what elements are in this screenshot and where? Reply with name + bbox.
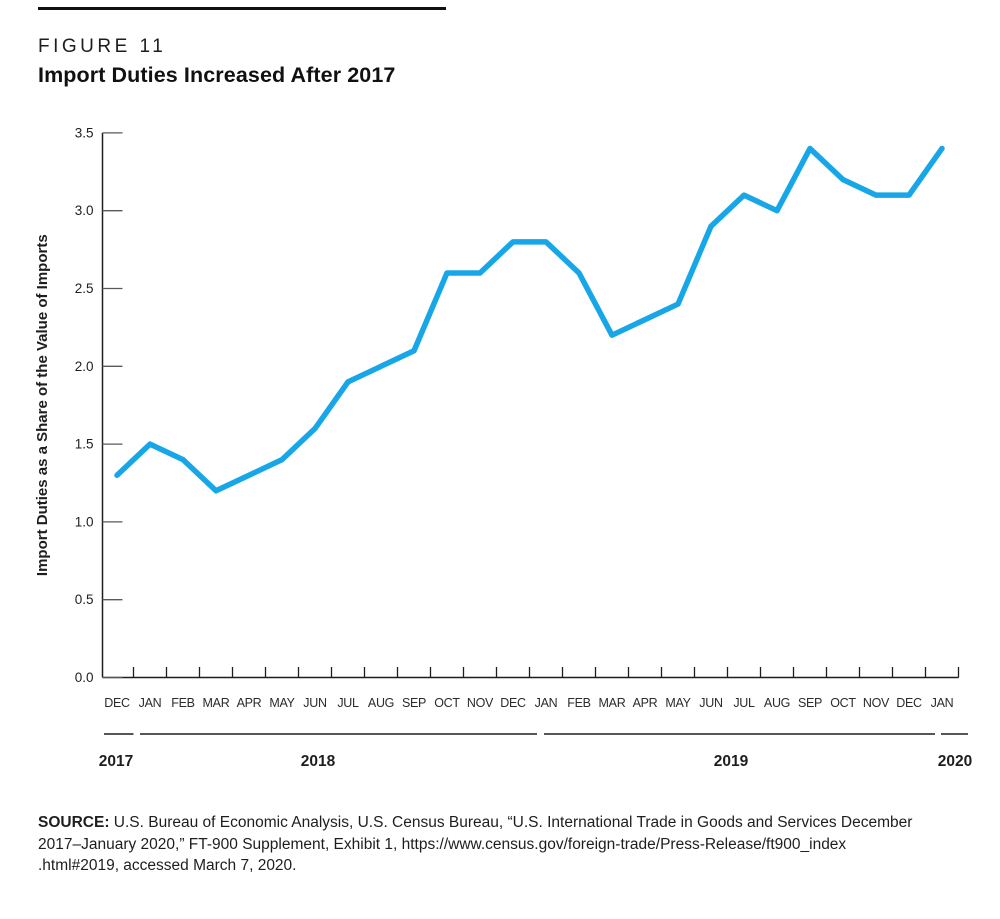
x-tick-label: SEP — [402, 696, 426, 710]
x-tick-label: FEB — [567, 696, 590, 710]
year-label: 2018 — [301, 753, 336, 770]
x-tick-label: MAR — [599, 696, 626, 710]
y-tick-label: 3.0 — [75, 203, 94, 218]
top-rule — [38, 7, 446, 10]
y-tick-label: 1.0 — [75, 514, 94, 529]
figure-label: FIGURE 11 — [38, 36, 167, 57]
year-label: 2020 — [938, 753, 972, 770]
x-tick-label: MAY — [269, 696, 295, 710]
x-tick-label: MAY — [665, 696, 691, 710]
x-tick-label: JUL — [337, 696, 359, 710]
y-tick-label: 2.0 — [75, 359, 94, 374]
year-label: 2017 — [99, 753, 133, 770]
y-axis-title: Import Duties as a Share of the Value of… — [34, 234, 51, 576]
x-tick-label: JAN — [535, 696, 558, 710]
x-tick-label: NOV — [863, 696, 890, 710]
source-note: SOURCE: U.S. Bureau of Economic Analysis… — [38, 812, 968, 877]
source-label: SOURCE: — [38, 814, 110, 831]
x-tick-label: AUG — [764, 696, 790, 710]
x-tick-label: JAN — [139, 696, 162, 710]
x-tick-label: DEC — [896, 696, 922, 710]
x-tick-label: OCT — [830, 696, 856, 710]
x-tick-label: MAR — [203, 696, 230, 710]
line-chart: 0.0 0.5 1.0 1.5 2.0 2.5 3.0 3.5 DEC JAN FEB MAR APR M… — [34, 125, 972, 770]
figure-title: Import Duties Increased After 2017 — [38, 63, 396, 87]
x-tick-label: DEC — [104, 696, 130, 710]
x-tick-label: JUL — [733, 696, 755, 710]
x-tick-label: JAN — [931, 696, 954, 710]
x-tick-label: APR — [237, 696, 262, 710]
x-tick-label: JUN — [303, 696, 327, 710]
x-tick-label: DEC — [500, 696, 526, 710]
y-tick-label: 2.5 — [75, 281, 94, 296]
y-tick-label: 0.0 — [75, 670, 94, 685]
y-tick-label: 3.5 — [75, 125, 94, 140]
x-tick-label: AUG — [368, 696, 394, 710]
x-tick-label: APR — [633, 696, 658, 710]
year-label: 2019 — [714, 753, 749, 770]
y-tick-label: 0.5 — [75, 592, 94, 607]
x-tick-label: NOV — [467, 696, 494, 710]
data-line — [114, 145, 945, 494]
x-tick-label: JUN — [699, 696, 723, 710]
y-tick-label: 1.5 — [75, 437, 94, 452]
source-text: U.S. Bureau of Economic Analysis, U.S. C… — [38, 814, 913, 874]
x-tick-label: OCT — [434, 696, 460, 710]
x-tick-label: SEP — [798, 696, 822, 710]
x-tick-label: FEB — [171, 696, 194, 710]
